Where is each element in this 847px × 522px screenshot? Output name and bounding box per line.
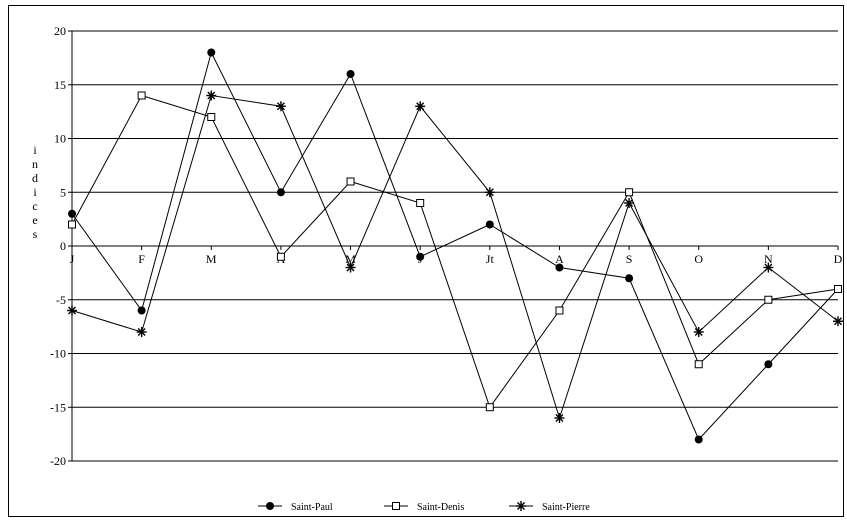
y-axis-label-letter: i	[33, 143, 37, 157]
y-tick-label: -10	[50, 347, 66, 361]
data-point-saint-denis	[346, 177, 355, 186]
data-point-saint-paul	[485, 220, 494, 229]
data-point-saint-pierre	[67, 305, 77, 316]
data-point-saint-paul	[276, 188, 285, 197]
data-point-saint-paul	[137, 306, 146, 315]
x-tick-label: S	[626, 252, 633, 266]
data-point-saint-pierre	[345, 262, 356, 273]
data-point-saint-pierre	[484, 187, 495, 198]
y-tick-label: 15	[54, 78, 66, 92]
legend-marker-saint-paul	[266, 502, 274, 510]
data-point-saint-pierre	[624, 198, 635, 208]
data-point-saint-pierre	[275, 101, 286, 112]
data-point-saint-denis	[555, 306, 564, 315]
data-point-saint-denis	[137, 91, 146, 100]
y-tick-label: -20	[50, 454, 66, 468]
y-tick-label: -5	[56, 293, 66, 307]
y-axis-label-letter: n	[32, 157, 38, 171]
data-point-saint-pierre	[136, 327, 147, 337]
data-point-saint-denis	[625, 188, 634, 197]
data-point-saint-paul	[346, 70, 355, 78]
chart-frame	[8, 5, 844, 517]
data-point-saint-paul	[68, 209, 76, 218]
data-point-saint-pierre	[554, 413, 565, 423]
x-tick-label: Jt	[486, 252, 495, 266]
series-line-saint-paul	[71, 51, 839, 441]
data-point-saint-denis	[694, 360, 703, 369]
data-point-saint-paul	[416, 252, 425, 261]
data-point-saint-denis	[68, 220, 76, 229]
y-axis-label-letter: e	[32, 213, 37, 227]
legend-label-saint-pierre: Saint-Pierre	[542, 502, 590, 513]
data-point-saint-pierre	[415, 101, 426, 112]
data-point-saint-denis	[416, 199, 425, 207]
x-tick-label: D	[834, 252, 843, 266]
y-tick-label: 20	[54, 24, 66, 38]
data-point-saint-paul	[207, 48, 216, 57]
x-tick-label: M	[345, 252, 356, 266]
data-point-saint-denis	[834, 285, 842, 293]
data-point-saint-pierre	[763, 262, 774, 273]
x-tick-label: J	[70, 252, 75, 266]
y-tick-label: -15	[50, 400, 66, 414]
data-point-saint-paul	[555, 263, 564, 272]
x-tick-label: N	[764, 252, 773, 266]
y-tick-label: 0	[60, 239, 66, 253]
data-point-saint-denis	[764, 295, 773, 304]
legend-marker-saint-pierre	[516, 501, 526, 511]
y-tick-label: 10	[54, 132, 66, 146]
data-point-saint-paul	[764, 360, 773, 369]
y-tick-label: 5	[60, 185, 66, 199]
data-point-saint-pierre	[833, 316, 843, 327]
data-point-saint-pierre	[693, 327, 704, 337]
data-point-saint-denis	[485, 403, 494, 412]
y-axis-label-letter: i	[33, 185, 37, 199]
data-point-saint-denis	[207, 113, 216, 121]
y-axis-label-letter: c	[32, 199, 37, 213]
x-tick-label: M	[206, 252, 217, 266]
series-line-saint-denis	[71, 94, 839, 409]
data-point-saint-pierre	[206, 90, 217, 101]
data-point-saint-denis	[276, 252, 285, 261]
x-tick-label: O	[694, 252, 703, 266]
data-point-saint-paul	[694, 435, 703, 444]
legend-label-saint-denis: Saint-Denis	[417, 502, 464, 513]
y-axis-label-letter: d	[32, 171, 38, 185]
data-point-saint-paul	[625, 274, 634, 283]
x-tick-label: F	[138, 252, 145, 266]
series-line-saint-pierre	[71, 94, 839, 420]
y-axis-label-letter: s	[33, 227, 38, 241]
x-tick-label: A	[555, 252, 564, 266]
legend-label-saint-paul: Saint-Paul	[291, 502, 333, 513]
legend-marker-saint-denis	[392, 502, 400, 510]
